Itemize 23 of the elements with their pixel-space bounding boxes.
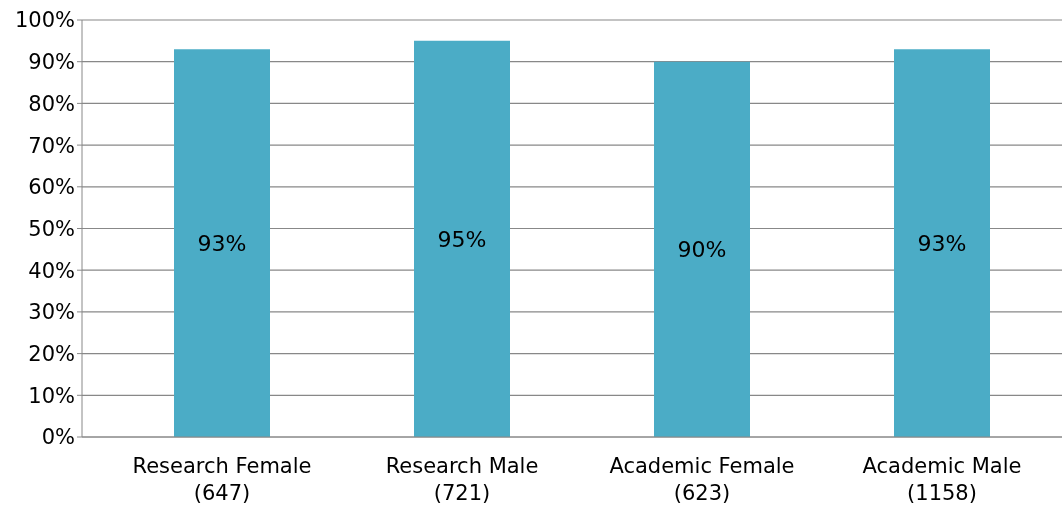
y-tick-label: 20%	[28, 342, 75, 367]
x-tick-label: Research Female (647)	[132, 454, 312, 505]
y-tick-label: 70%	[28, 133, 75, 158]
y-tick-label: 100%	[14, 8, 75, 33]
y-tick-label: 40%	[28, 258, 75, 283]
data-label: 93%	[917, 231, 967, 257]
data-label: 93%	[197, 231, 247, 257]
y-tick-label: 30%	[28, 300, 75, 325]
bar	[174, 49, 270, 437]
bar	[894, 49, 990, 437]
x-tick-label: Academic Male (1158)	[862, 454, 1022, 505]
x-tick-label: Research Male (721)	[385, 454, 539, 505]
y-tick-label: 10%	[28, 383, 75, 408]
y-tick-label: 80%	[28, 91, 75, 116]
y-tick-label: 60%	[28, 175, 75, 200]
data-label: 90%	[677, 237, 727, 263]
x-tick-label: Academic Female (623)	[609, 454, 795, 505]
data-label: 95%	[437, 226, 487, 252]
bar	[414, 40, 510, 437]
bar	[654, 61, 750, 437]
y-tick-label: 50%	[28, 216, 75, 241]
y-tick-label: 0%	[41, 425, 75, 450]
y-tick-label: 90%	[28, 50, 75, 75]
